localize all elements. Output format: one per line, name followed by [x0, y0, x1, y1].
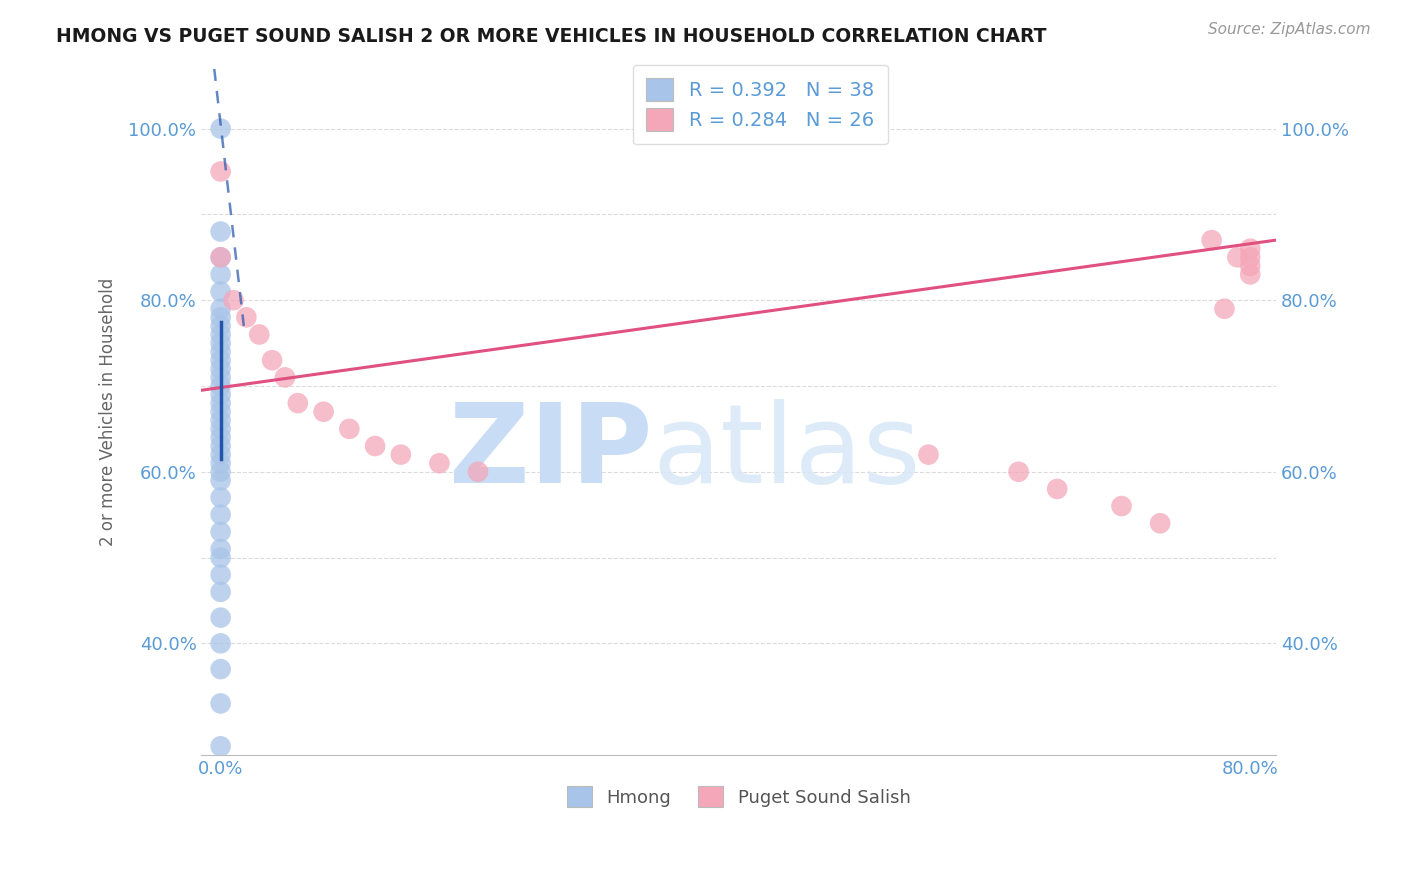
Point	[209, 739, 232, 754]
Point	[209, 610, 232, 624]
Point	[429, 456, 451, 470]
Point	[209, 430, 232, 444]
Point	[235, 310, 257, 325]
Point	[1007, 465, 1029, 479]
Point	[209, 250, 232, 264]
Point	[247, 327, 270, 342]
Point	[222, 293, 245, 308]
Point	[1046, 482, 1069, 496]
Point	[209, 422, 232, 436]
Point	[209, 387, 232, 401]
Point	[209, 448, 232, 462]
Point	[1239, 250, 1261, 264]
Point	[1226, 250, 1249, 264]
Text: atlas: atlas	[652, 400, 921, 507]
Point	[274, 370, 297, 384]
Point	[209, 413, 232, 427]
Point	[209, 550, 232, 565]
Point	[209, 456, 232, 470]
Point	[1111, 499, 1133, 513]
Point	[209, 524, 232, 539]
Point	[209, 379, 232, 393]
Text: Source: ZipAtlas.com: Source: ZipAtlas.com	[1208, 22, 1371, 37]
Point	[209, 465, 232, 479]
Point	[209, 439, 232, 453]
Point	[209, 361, 232, 376]
Point	[209, 344, 232, 359]
Point	[1201, 233, 1223, 247]
Point	[209, 508, 232, 522]
Point	[1213, 301, 1236, 316]
Point	[209, 318, 232, 333]
Point	[209, 567, 232, 582]
Point	[209, 474, 232, 488]
Point	[209, 250, 232, 264]
Point	[287, 396, 309, 410]
Point	[389, 448, 412, 462]
Point	[209, 662, 232, 676]
Point	[209, 336, 232, 351]
Point	[209, 310, 232, 325]
Point	[1239, 268, 1261, 282]
Point	[467, 465, 489, 479]
Point	[209, 541, 232, 556]
Point	[1149, 516, 1171, 531]
Point	[209, 491, 232, 505]
Point	[209, 301, 232, 316]
Point	[209, 268, 232, 282]
Legend: Hmong, Puget Sound Salish: Hmong, Puget Sound Salish	[560, 780, 918, 814]
Point	[337, 422, 360, 436]
Point	[209, 396, 232, 410]
Point	[209, 225, 232, 239]
Text: ZIP: ZIP	[450, 400, 652, 507]
Point	[209, 353, 232, 368]
Point	[209, 164, 232, 178]
Point	[209, 585, 232, 599]
Point	[312, 405, 335, 419]
Point	[209, 285, 232, 299]
Point	[1239, 242, 1261, 256]
Point	[209, 405, 232, 419]
Text: HMONG VS PUGET SOUND SALISH 2 OR MORE VEHICLES IN HOUSEHOLD CORRELATION CHART: HMONG VS PUGET SOUND SALISH 2 OR MORE VE…	[56, 27, 1046, 45]
Point	[364, 439, 387, 453]
Point	[209, 697, 232, 711]
Point	[917, 448, 939, 462]
Point	[262, 353, 284, 368]
Point	[209, 370, 232, 384]
Point	[209, 327, 232, 342]
Point	[1239, 259, 1261, 273]
Point	[209, 121, 232, 136]
Point	[209, 636, 232, 650]
Y-axis label: 2 or more Vehicles in Household: 2 or more Vehicles in Household	[100, 277, 117, 546]
